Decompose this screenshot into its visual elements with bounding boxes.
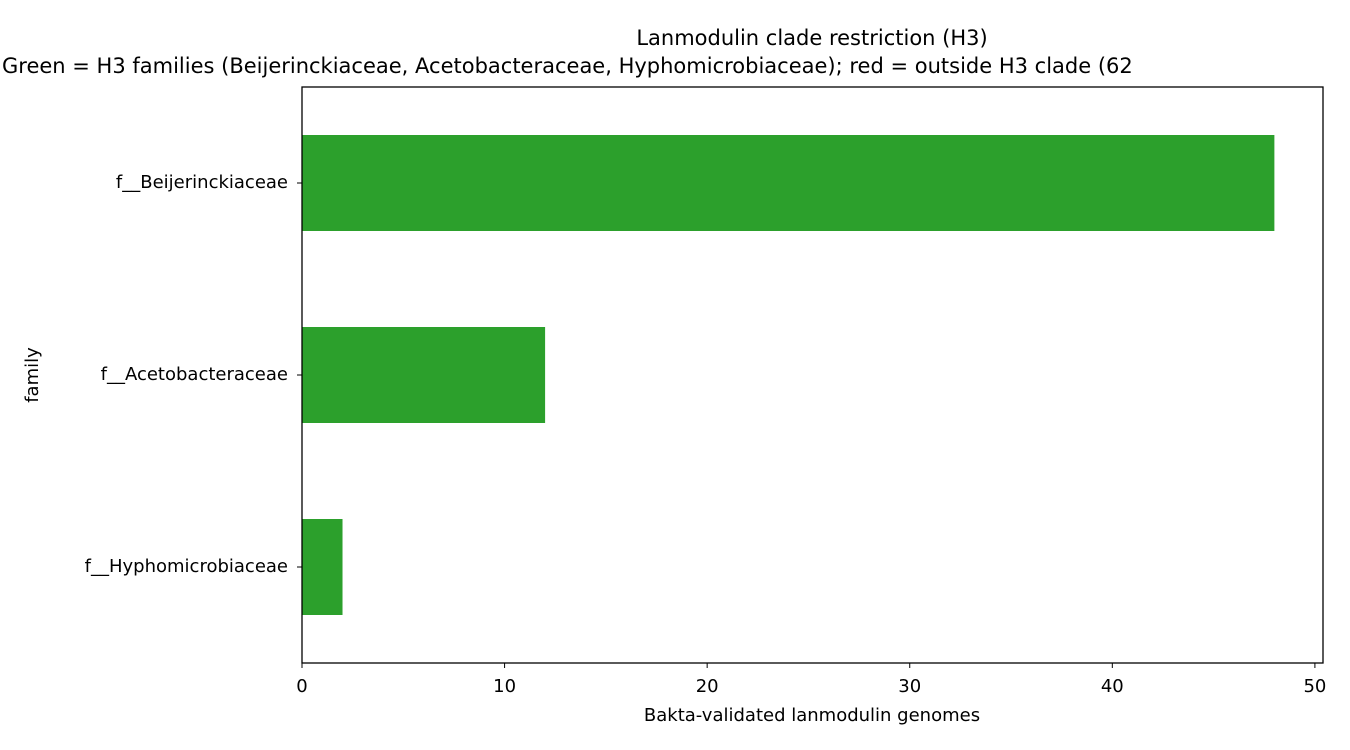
y-tick-label: f__Acetobacteraceae [101, 364, 288, 385]
x-tick-label: 30 [898, 676, 921, 697]
y-tick-label: f__Hyphomicrobiaceae [85, 556, 288, 577]
x-tick-label: 40 [1101, 676, 1124, 697]
chart-subtitle: Green = H3 families (Beijerinckiaceae, A… [2, 54, 1133, 78]
x-tick-label: 10 [493, 676, 516, 697]
y-axis-label: family [22, 347, 43, 403]
x-tick-label: 0 [296, 676, 307, 697]
y-tick-label: f__Beijerinckiaceae [116, 172, 288, 193]
plot-frame [301, 86, 1324, 664]
x-axis-label: Bakta-validated lanmodulin genomes [644, 705, 980, 726]
bar [302, 519, 343, 615]
x-tick-label: 50 [1303, 676, 1326, 697]
bar [302, 135, 1275, 231]
chart-title: Lanmodulin clade restriction (H3) [636, 26, 987, 50]
x-tick-label: 20 [696, 676, 719, 697]
bar [302, 327, 546, 423]
